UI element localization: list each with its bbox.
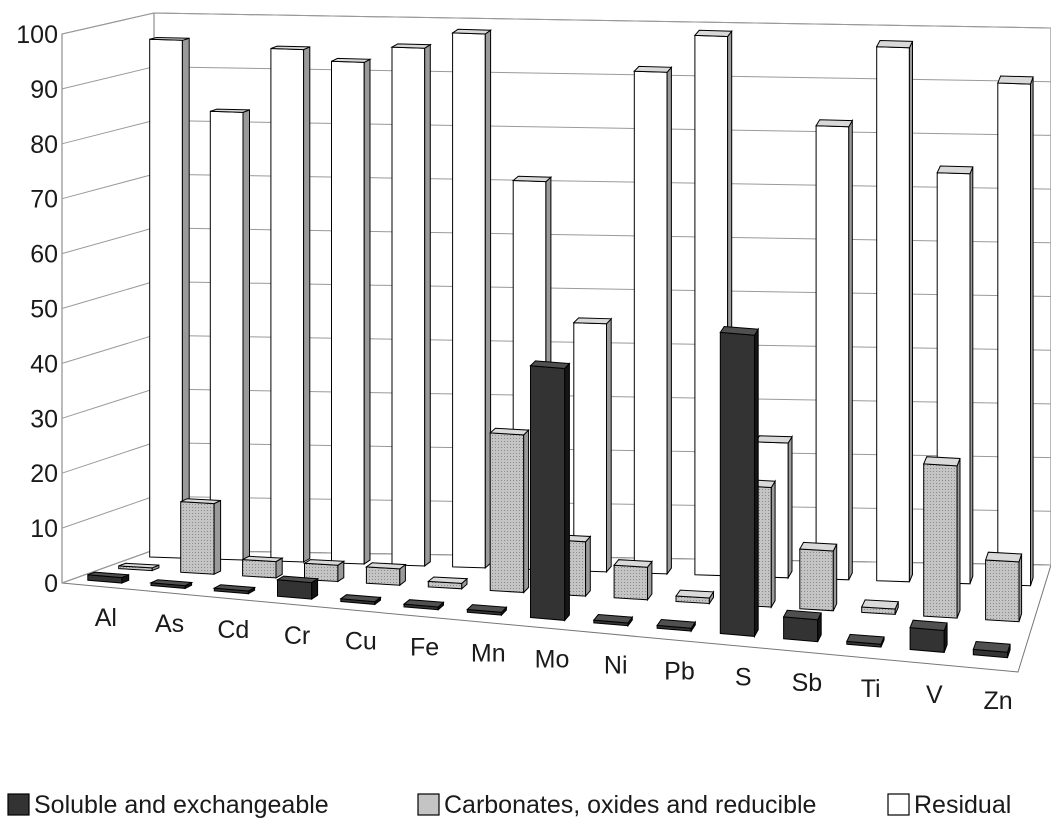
bar-Al-soluble-and-exchangeable <box>87 571 130 584</box>
bar-Cr-carbonates-oxides-and-reducible <box>302 559 346 583</box>
bar-Ni-residual <box>633 65 673 576</box>
gridline <box>61 12 1051 35</box>
chart-legend: Soluble and exchangeable Carbonates, oxid… <box>7 791 1011 819</box>
x-axis-tick-labels: Al As Cd Cr Cu Fe Mn Mo Ni Pb S Sb Ti V Zn <box>95 604 1013 715</box>
legend-label: Residual <box>914 791 1011 819</box>
y-axis-tick-labels: 0 10 20 30 40 50 60 70 80 90 100 <box>16 21 58 598</box>
bar-Cr-residual <box>331 57 372 565</box>
x-tick-label: S <box>735 663 752 691</box>
x-tick-label: Ti <box>861 675 881 703</box>
bar-As-soluble-and-exchangeable <box>149 579 194 590</box>
bar-Cu-carbonates-oxides-and-reducible <box>364 562 407 587</box>
bar-Ti-carbonates-oxides-and-reducible <box>860 599 900 615</box>
x-tick-label: Sb <box>792 669 823 697</box>
legend-item: Carbonates, oxides and reducible <box>417 791 816 819</box>
bar-Fe-carbonates-oxides-and-reducible <box>426 576 469 590</box>
y-tick-label: 0 <box>44 570 58 598</box>
bar-Zn-residual <box>997 75 1034 587</box>
legend-item: Soluble and exchangeable <box>7 791 329 819</box>
x-tick-label: Mo <box>535 646 570 674</box>
bar-Mo-soluble-and-exchangeable <box>529 360 571 622</box>
bar-Zn-carbonates-oxides-and-reducible <box>984 551 1023 623</box>
bar-Ti-soluble-and-exchangeable <box>846 633 885 648</box>
bar-Ti-residual <box>875 39 914 583</box>
bar-Sb-carbonates-oxides-and-reducible <box>798 541 838 612</box>
bar-V-soluble-and-exchangeable <box>909 619 948 653</box>
y-tick-label: 40 <box>30 350 58 378</box>
bar-Mn-carbonates-oxides-and-reducible <box>488 427 530 594</box>
y-tick-label: 10 <box>30 515 58 543</box>
bar-Sb-residual <box>815 118 854 581</box>
bar-Mn-soluble-and-exchangeable <box>466 604 508 617</box>
bar-Zn-soluble-and-exchangeable <box>972 640 1011 659</box>
bar-As-residual <box>209 108 250 561</box>
x-tick-label: Zn <box>984 687 1013 715</box>
y-tick-label: 50 <box>30 296 58 324</box>
x-tick-label: Cr <box>284 622 310 650</box>
bar-Fe-residual <box>451 28 493 569</box>
x-tick-label: Mn <box>471 640 506 668</box>
x-tick-label: Pb <box>664 657 695 685</box>
bar-Mo-residual <box>572 317 613 574</box>
legend-swatch <box>887 793 910 816</box>
y-tick-label: 70 <box>30 186 58 214</box>
legend-swatch <box>417 793 440 816</box>
x-tick-label: Cu <box>345 628 377 656</box>
y-tick-label: 60 <box>30 241 58 269</box>
x-tick-label: As <box>155 610 184 638</box>
bar-Cu-residual <box>390 43 432 568</box>
bar-Cd-carbonates-oxides-and-reducible <box>240 555 284 579</box>
y-tick-label: 90 <box>30 76 58 104</box>
bar-Cu-soluble-and-exchangeable <box>339 594 382 606</box>
y-tick-label: 20 <box>30 460 58 488</box>
bar-V-carbonates-oxides-and-reducible <box>922 456 961 619</box>
y-tick-label: 100 <box>16 21 58 49</box>
x-tick-label: Ni <box>604 651 628 679</box>
x-tick-label: Al <box>95 604 117 632</box>
y-tick-label: 80 <box>30 131 58 159</box>
x-tick-label: V <box>926 681 943 709</box>
bar-Ni-carbonates-oxides-and-reducible <box>613 559 653 602</box>
left-wall <box>61 12 155 584</box>
bar-Al-carbonates-oxides-and-reducible <box>118 562 160 572</box>
bar-Pb-soluble-and-exchangeable <box>656 618 697 633</box>
bar-Al-residual <box>149 36 190 559</box>
legend-label: Soluble and exchangeable <box>34 791 329 819</box>
bar-Ni-soluble-and-exchangeable <box>592 613 634 628</box>
bar-Cr-soluble-and-exchangeable <box>275 575 320 601</box>
chart-bars <box>87 28 1034 659</box>
y-tick-label: 30 <box>30 405 58 433</box>
bar-Cd-soluble-and-exchangeable <box>212 584 257 595</box>
bar-Pb-carbonates-oxides-and-reducible <box>675 589 715 606</box>
legend-swatch <box>7 793 30 816</box>
bar-As-carbonates-oxides-and-reducible <box>180 498 222 575</box>
bar-Cd-residual <box>270 45 311 563</box>
bar-Sb-soluble-and-exchangeable <box>782 609 822 643</box>
x-tick-label: Fe <box>410 634 439 662</box>
legend-item: Residual <box>887 791 1011 819</box>
bar-S-soluble-and-exchangeable <box>719 325 760 639</box>
legend-label: Carbonates, oxides and reducible <box>444 791 816 819</box>
bar-Fe-soluble-and-exchangeable <box>402 599 445 611</box>
x-tick-label: Cd <box>217 616 249 644</box>
